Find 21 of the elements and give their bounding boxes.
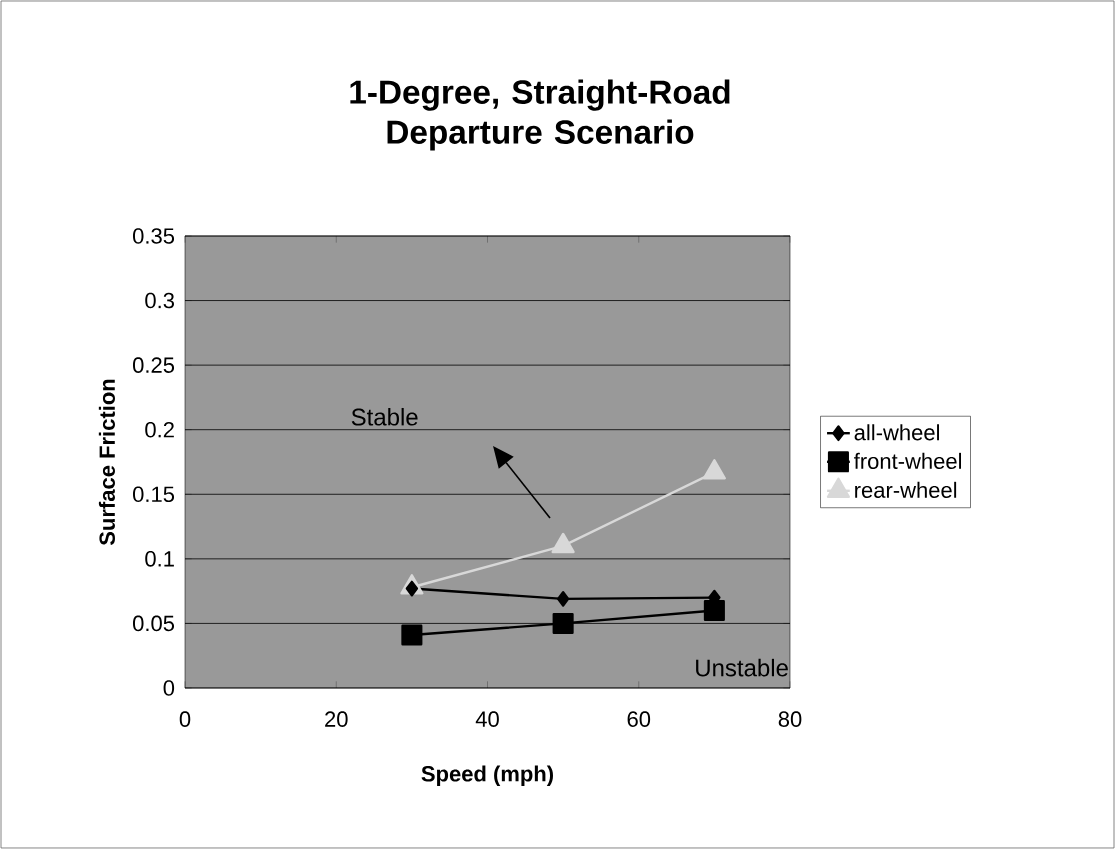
y-tick-label: 0.3 — [145, 292, 174, 309]
x-tick-label: 0 — [179, 711, 191, 727]
y-tick-label: 0.15 — [133, 486, 175, 503]
x-tick-label: 20 — [325, 711, 348, 727]
annotation: Unstable — [696, 658, 788, 677]
x-tick-label: 60 — [627, 711, 651, 727]
chart-title: 1-Degree, Straight-Road Departure Scenario — [350, 79, 730, 151]
y-axis-title: Surface Friction — [98, 379, 115, 546]
legend-label: rear-wheel — [855, 481, 957, 498]
y-tick-label: 0 — [163, 680, 175, 696]
y-tick-label: 0.05 — [133, 615, 175, 632]
x-tick-label: 80 — [778, 711, 802, 727]
x-tick-label: 40 — [475, 711, 499, 727]
x-axis-title: Speed (mph) — [421, 765, 553, 786]
y-tick-label: 0.25 — [133, 357, 175, 373]
annotation: Stable — [351, 407, 418, 426]
y-tick-label: 0.2 — [145, 421, 174, 438]
y-tick-label: 0.1 — [145, 551, 174, 567]
y-tick-label: 0.35 — [133, 228, 175, 244]
legend-label: front-wheel — [853, 452, 962, 469]
legend-label: all-wheel — [854, 424, 939, 441]
